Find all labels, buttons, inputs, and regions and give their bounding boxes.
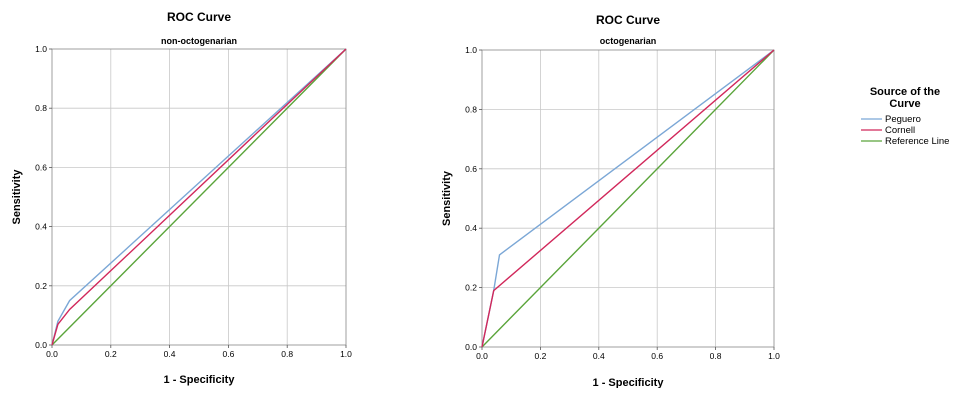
series-line-cornell [51, 48, 347, 346]
y-tick-label: 0.2 [465, 283, 477, 293]
x-tick-label: 0.0 [46, 349, 58, 359]
plot-frame [51, 48, 347, 346]
chart-subtitle: octogenarian [600, 36, 657, 46]
series-line-reference-line [481, 49, 775, 348]
roc-chart-1: ROC Curve non-octogenarian 0.0 0.2 0.4 0.6 0.8… [11, 10, 352, 386]
x-tick-label: 0.0 [476, 351, 488, 361]
plot-frame [481, 49, 775, 348]
y-axis-label: Sensitivity [11, 169, 23, 225]
x-tick-label: 0.8 [710, 351, 722, 361]
x-tick-label: 0.4 [164, 349, 176, 359]
y-tick-label: 1.0 [465, 45, 477, 55]
y-tick-label: 0.6 [465, 164, 477, 174]
legend-title-line2: Curve [889, 98, 920, 110]
y-tick-label: 0.6 [35, 162, 47, 172]
series-line-reference-line [51, 48, 347, 346]
x-tick-label: 1.0 [768, 351, 780, 361]
y-tick-label: 0.8 [465, 104, 477, 114]
y-axis-label: Sensitivity [441, 170, 453, 226]
x-axis-label: 1 - Specificity [593, 377, 665, 388]
legend-title-line1: Source of the [870, 86, 940, 98]
x-tick-label: 0.6 [222, 349, 234, 359]
y-tick-label: 1.0 [35, 44, 47, 54]
chart-title: ROC Curve [596, 13, 660, 27]
y-tick-label: 0.8 [35, 103, 47, 113]
legend-label-cornell: Cornell [885, 125, 915, 136]
x-tick-label: 0.4 [593, 351, 605, 361]
y-tick-label: 0.2 [35, 281, 47, 291]
y-tick-label: 0.4 [465, 223, 477, 233]
legend-label-peguero: Peguero [885, 114, 921, 125]
chart-subtitle: non-octogenarian [161, 36, 237, 46]
roc-chart-2: ROC Curve octogenarian 0.0 0.2 0.4 0.6 0.8 1.0 0… [441, 13, 780, 389]
legend: Source of the Curve Peguero Cornell Refe… [861, 86, 949, 147]
x-axis-label: 1 - Specificity [164, 374, 236, 386]
x-tick-label: 0.2 [534, 351, 546, 361]
x-tick-label: 0.8 [281, 349, 293, 359]
series-line-cornell [481, 49, 775, 348]
y-tick-label: 0.0 [465, 342, 477, 352]
x-tick-label: 0.2 [105, 349, 117, 359]
chart-title: ROC Curve [167, 10, 231, 24]
x-tick-label: 1.0 [340, 349, 352, 359]
y-tick-label: 0.4 [35, 222, 47, 232]
y-tick-label: 0.0 [35, 340, 47, 350]
x-tick-label: 0.6 [651, 351, 663, 361]
legend-label-reference: Reference Line [885, 136, 949, 147]
